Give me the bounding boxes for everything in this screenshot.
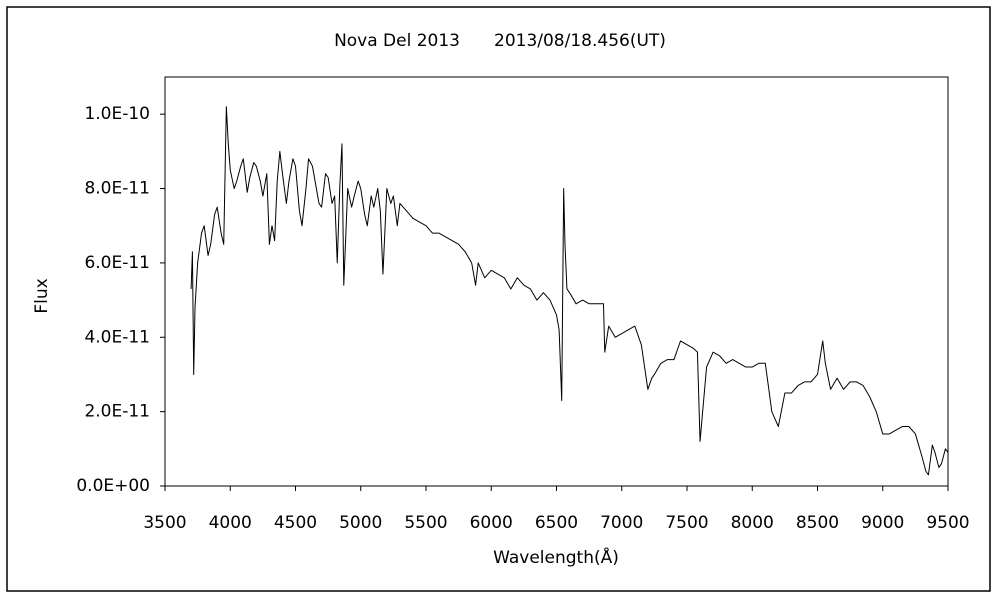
x-tick-label: 3500	[143, 513, 186, 533]
y-axis-label: Flux	[32, 278, 52, 313]
x-tick-label: 6500	[535, 513, 578, 533]
spectrum-line	[190, 106, 949, 476]
y-tick-label: 1.0E-10	[84, 104, 150, 124]
x-tick-label: 8000	[731, 513, 774, 533]
x-tick-label: 8500	[796, 513, 839, 533]
y-tick-label: 8.0E-11	[84, 179, 150, 199]
chart-title: Nova Del 2013 2013/08/18.456(UT)	[334, 31, 666, 51]
y-tick-label: 4.0E-11	[84, 327, 150, 347]
x-tick-label: 9500	[926, 513, 969, 533]
x-tick-label: 7000	[600, 513, 643, 533]
x-tick-label: 5500	[404, 513, 447, 533]
x-axis-label: Wavelength(Å)	[493, 546, 619, 568]
x-tick-label: 6000	[470, 513, 513, 533]
y-tick-label: 0.0E+00	[76, 476, 150, 496]
x-tick-label: 5000	[339, 513, 382, 533]
x-tick-label: 4500	[274, 513, 317, 533]
y-tick-label: 6.0E-11	[84, 253, 150, 273]
chart-frame	[6, 6, 991, 592]
y-tick-label: 2.0E-11	[84, 402, 150, 422]
x-tick-label: 4000	[209, 513, 252, 533]
x-tick-label: 9000	[861, 513, 904, 533]
x-tick-label: 7500	[665, 513, 708, 533]
